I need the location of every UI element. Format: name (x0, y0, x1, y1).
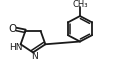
Text: CH₃: CH₃ (72, 0, 88, 9)
Text: O: O (8, 24, 17, 34)
Text: N: N (31, 52, 37, 62)
Text: HN: HN (9, 43, 22, 52)
